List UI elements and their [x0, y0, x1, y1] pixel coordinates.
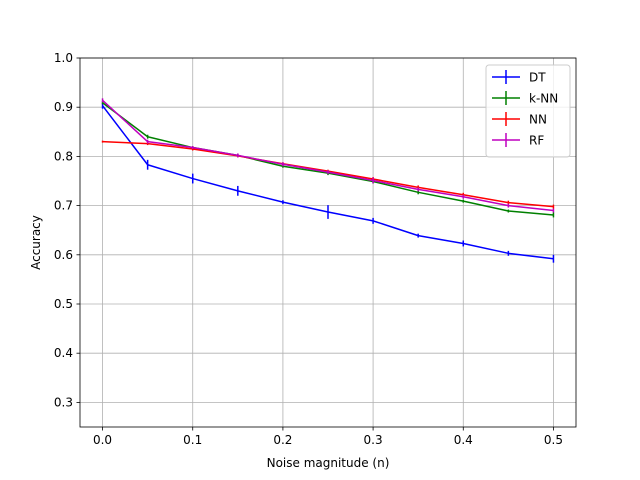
x-tick-label: 0.3 [364, 433, 383, 447]
y-tick-label: 0.5 [54, 297, 73, 311]
legend-label: RF [529, 134, 544, 148]
x-axis-label: Noise magnitude (n) [267, 456, 390, 470]
legend-entry: DT [492, 70, 546, 85]
y-tick-label: 0.6 [54, 248, 73, 262]
x-tick-label: 0.0 [93, 433, 112, 447]
legend-label: k-NN [529, 92, 558, 106]
y-tick-label: 0.4 [54, 346, 73, 360]
series-rf [101, 98, 555, 213]
y-tick-label: 0.8 [54, 149, 73, 163]
plot-frame [79, 57, 577, 428]
x-tick-label: 0.4 [454, 433, 473, 447]
series-layer [101, 98, 555, 263]
series-dt [101, 102, 555, 263]
y-axis-label: Accuracy [29, 215, 43, 270]
y-tick-label: 1.0 [54, 51, 73, 65]
x-tick-label: 0.2 [273, 433, 292, 447]
x-tick-label: 0.5 [544, 433, 563, 447]
legend-box [485, 64, 571, 158]
legend-label: DT [529, 71, 546, 85]
y-tick-label: 0.9 [54, 100, 73, 114]
axis-ticks: 0.0 0.1 0.2 0.3 0.4 0.5 0.3 0.4 0.5 0.6 0.7 0.8 0.9 1… [54, 51, 563, 447]
legend: DT k-NN NN RF [485, 64, 571, 158]
x-tick-label: 0.1 [183, 433, 202, 447]
legend-label: NN [529, 113, 547, 127]
y-tick-label: 0.7 [54, 199, 73, 213]
legend-entry: RF [492, 133, 544, 148]
legend-entry: NN [492, 112, 547, 127]
y-tick-label: 0.3 [54, 395, 73, 409]
legend-entry: k-NN [492, 91, 558, 106]
